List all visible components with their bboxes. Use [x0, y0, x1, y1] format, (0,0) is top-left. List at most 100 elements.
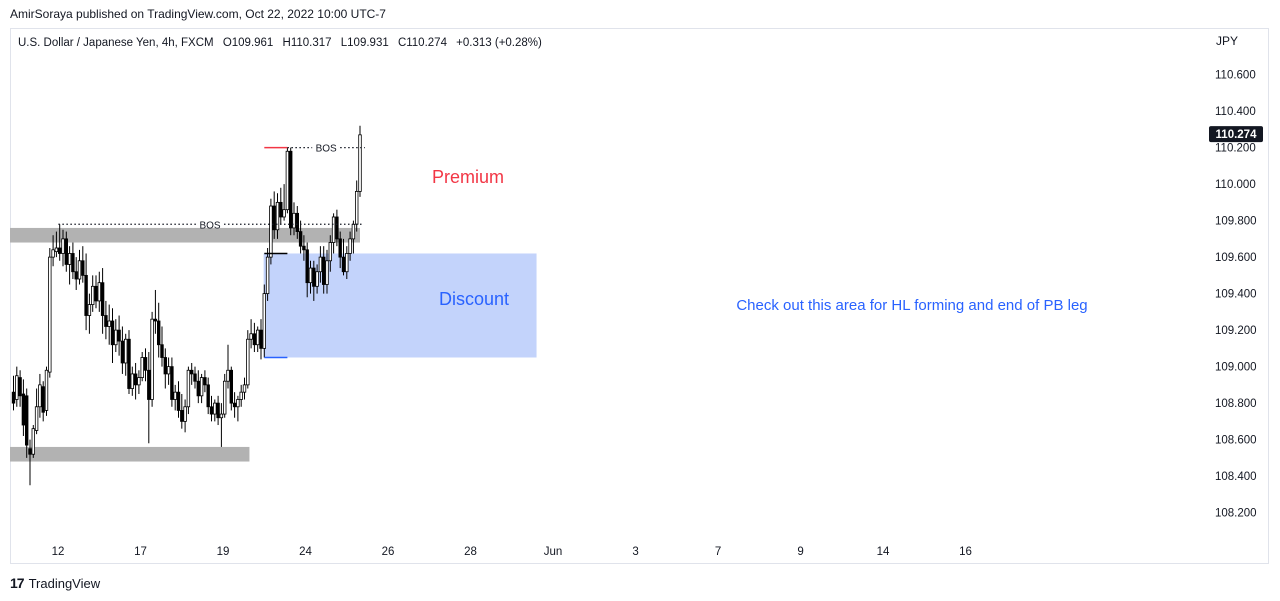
candle — [242, 377, 247, 400]
zones-layer — [10, 227, 537, 462]
candle — [226, 344, 230, 389]
candle-body — [130, 373, 134, 389]
candle-body — [124, 338, 128, 364]
candle — [269, 198, 273, 265]
candle-body — [64, 238, 68, 265]
candle — [34, 388, 39, 435]
candle — [213, 399, 217, 422]
y-tick-label: 110.000 — [1215, 179, 1256, 191]
candle — [160, 326, 164, 367]
candle-body — [325, 260, 329, 285]
candle — [31, 425, 35, 458]
candle-body — [302, 245, 306, 251]
candle — [321, 246, 326, 294]
candle-body — [295, 212, 299, 232]
candle-body — [272, 205, 276, 231]
candle-body — [163, 357, 167, 375]
candle-body — [34, 406, 39, 431]
candle-body — [189, 369, 194, 375]
candle-body — [24, 395, 29, 446]
candle-body — [28, 448, 32, 455]
candle-body — [147, 369, 151, 400]
candle-body — [173, 391, 177, 400]
candle — [74, 257, 78, 290]
candle-body — [275, 201, 280, 231]
candle-body — [107, 320, 111, 327]
candle — [67, 246, 72, 285]
candle — [81, 246, 85, 283]
candle — [249, 319, 253, 349]
candle — [97, 271, 101, 312]
y-tick-label: 109.200 — [1215, 325, 1257, 337]
candle-body — [282, 209, 286, 218]
x-tick-label: 17 — [134, 546, 147, 558]
candle-body — [206, 384, 210, 408]
candle — [183, 399, 187, 433]
candle — [312, 260, 316, 301]
candle — [11, 375, 16, 411]
candle — [170, 357, 174, 407]
x-tick-label: 3 — [632, 546, 638, 558]
candle — [279, 187, 283, 225]
candle — [315, 264, 319, 294]
candle-body — [315, 271, 319, 287]
candle — [107, 304, 111, 345]
candle-body — [262, 293, 266, 349]
candle-body — [61, 238, 65, 254]
y-tick-label: 108.600 — [1215, 435, 1257, 447]
candle-body — [31, 428, 35, 455]
candle — [219, 403, 224, 447]
candle — [298, 220, 303, 254]
candle-body — [338, 238, 342, 258]
candle — [275, 193, 280, 239]
symbol-header: U.S. Dollar / Japanese Yen, 4h, FXCM O10… — [18, 37, 542, 49]
candle — [130, 366, 134, 396]
candle — [206, 377, 210, 415]
ohlc-open: O109.961 — [223, 37, 274, 49]
currency-label: JPY — [1216, 34, 1238, 48]
candle — [48, 248, 52, 378]
candle — [305, 242, 309, 298]
candle — [209, 395, 214, 422]
footer-brand: TradingView — [28, 575, 101, 591]
candle-body — [133, 373, 138, 386]
candle-body — [193, 373, 197, 382]
y-tick-label: 109.800 — [1215, 216, 1257, 228]
candle-body — [331, 216, 336, 243]
footer[interactable]: 17 TradingView — [10, 575, 100, 591]
candle-body — [48, 256, 52, 373]
candle-body — [77, 260, 82, 280]
candle-body — [312, 267, 316, 287]
x-tick-label: 7 — [715, 546, 721, 558]
y-axis: 110.600 110.400 110.200 110.000 109.800 109.6… — [1209, 70, 1263, 520]
candle — [282, 184, 286, 221]
candle — [358, 125, 362, 197]
candle-body — [242, 384, 247, 393]
candle — [262, 284, 266, 358]
candle-body — [21, 393, 26, 426]
candle-body — [318, 256, 323, 273]
candle-body — [203, 377, 207, 386]
y-tick-label: 110.600 — [1215, 70, 1256, 82]
candle-body — [137, 377, 141, 386]
candle-body — [183, 406, 187, 422]
candle-body — [308, 267, 313, 284]
candle-body — [15, 375, 19, 400]
candle-body — [44, 369, 49, 411]
candle — [180, 394, 184, 429]
candle-body — [74, 271, 78, 280]
candle-body — [84, 274, 88, 316]
candle — [193, 366, 197, 389]
candle-body — [114, 329, 118, 346]
candle — [232, 392, 237, 418]
candle — [222, 373, 227, 418]
candle-body — [97, 282, 101, 302]
candle — [87, 293, 92, 334]
candle — [203, 370, 207, 393]
candle — [61, 229, 65, 267]
candle-body — [288, 150, 293, 229]
candle-body — [140, 357, 144, 378]
candle-body — [100, 282, 105, 316]
candle — [51, 235, 55, 267]
